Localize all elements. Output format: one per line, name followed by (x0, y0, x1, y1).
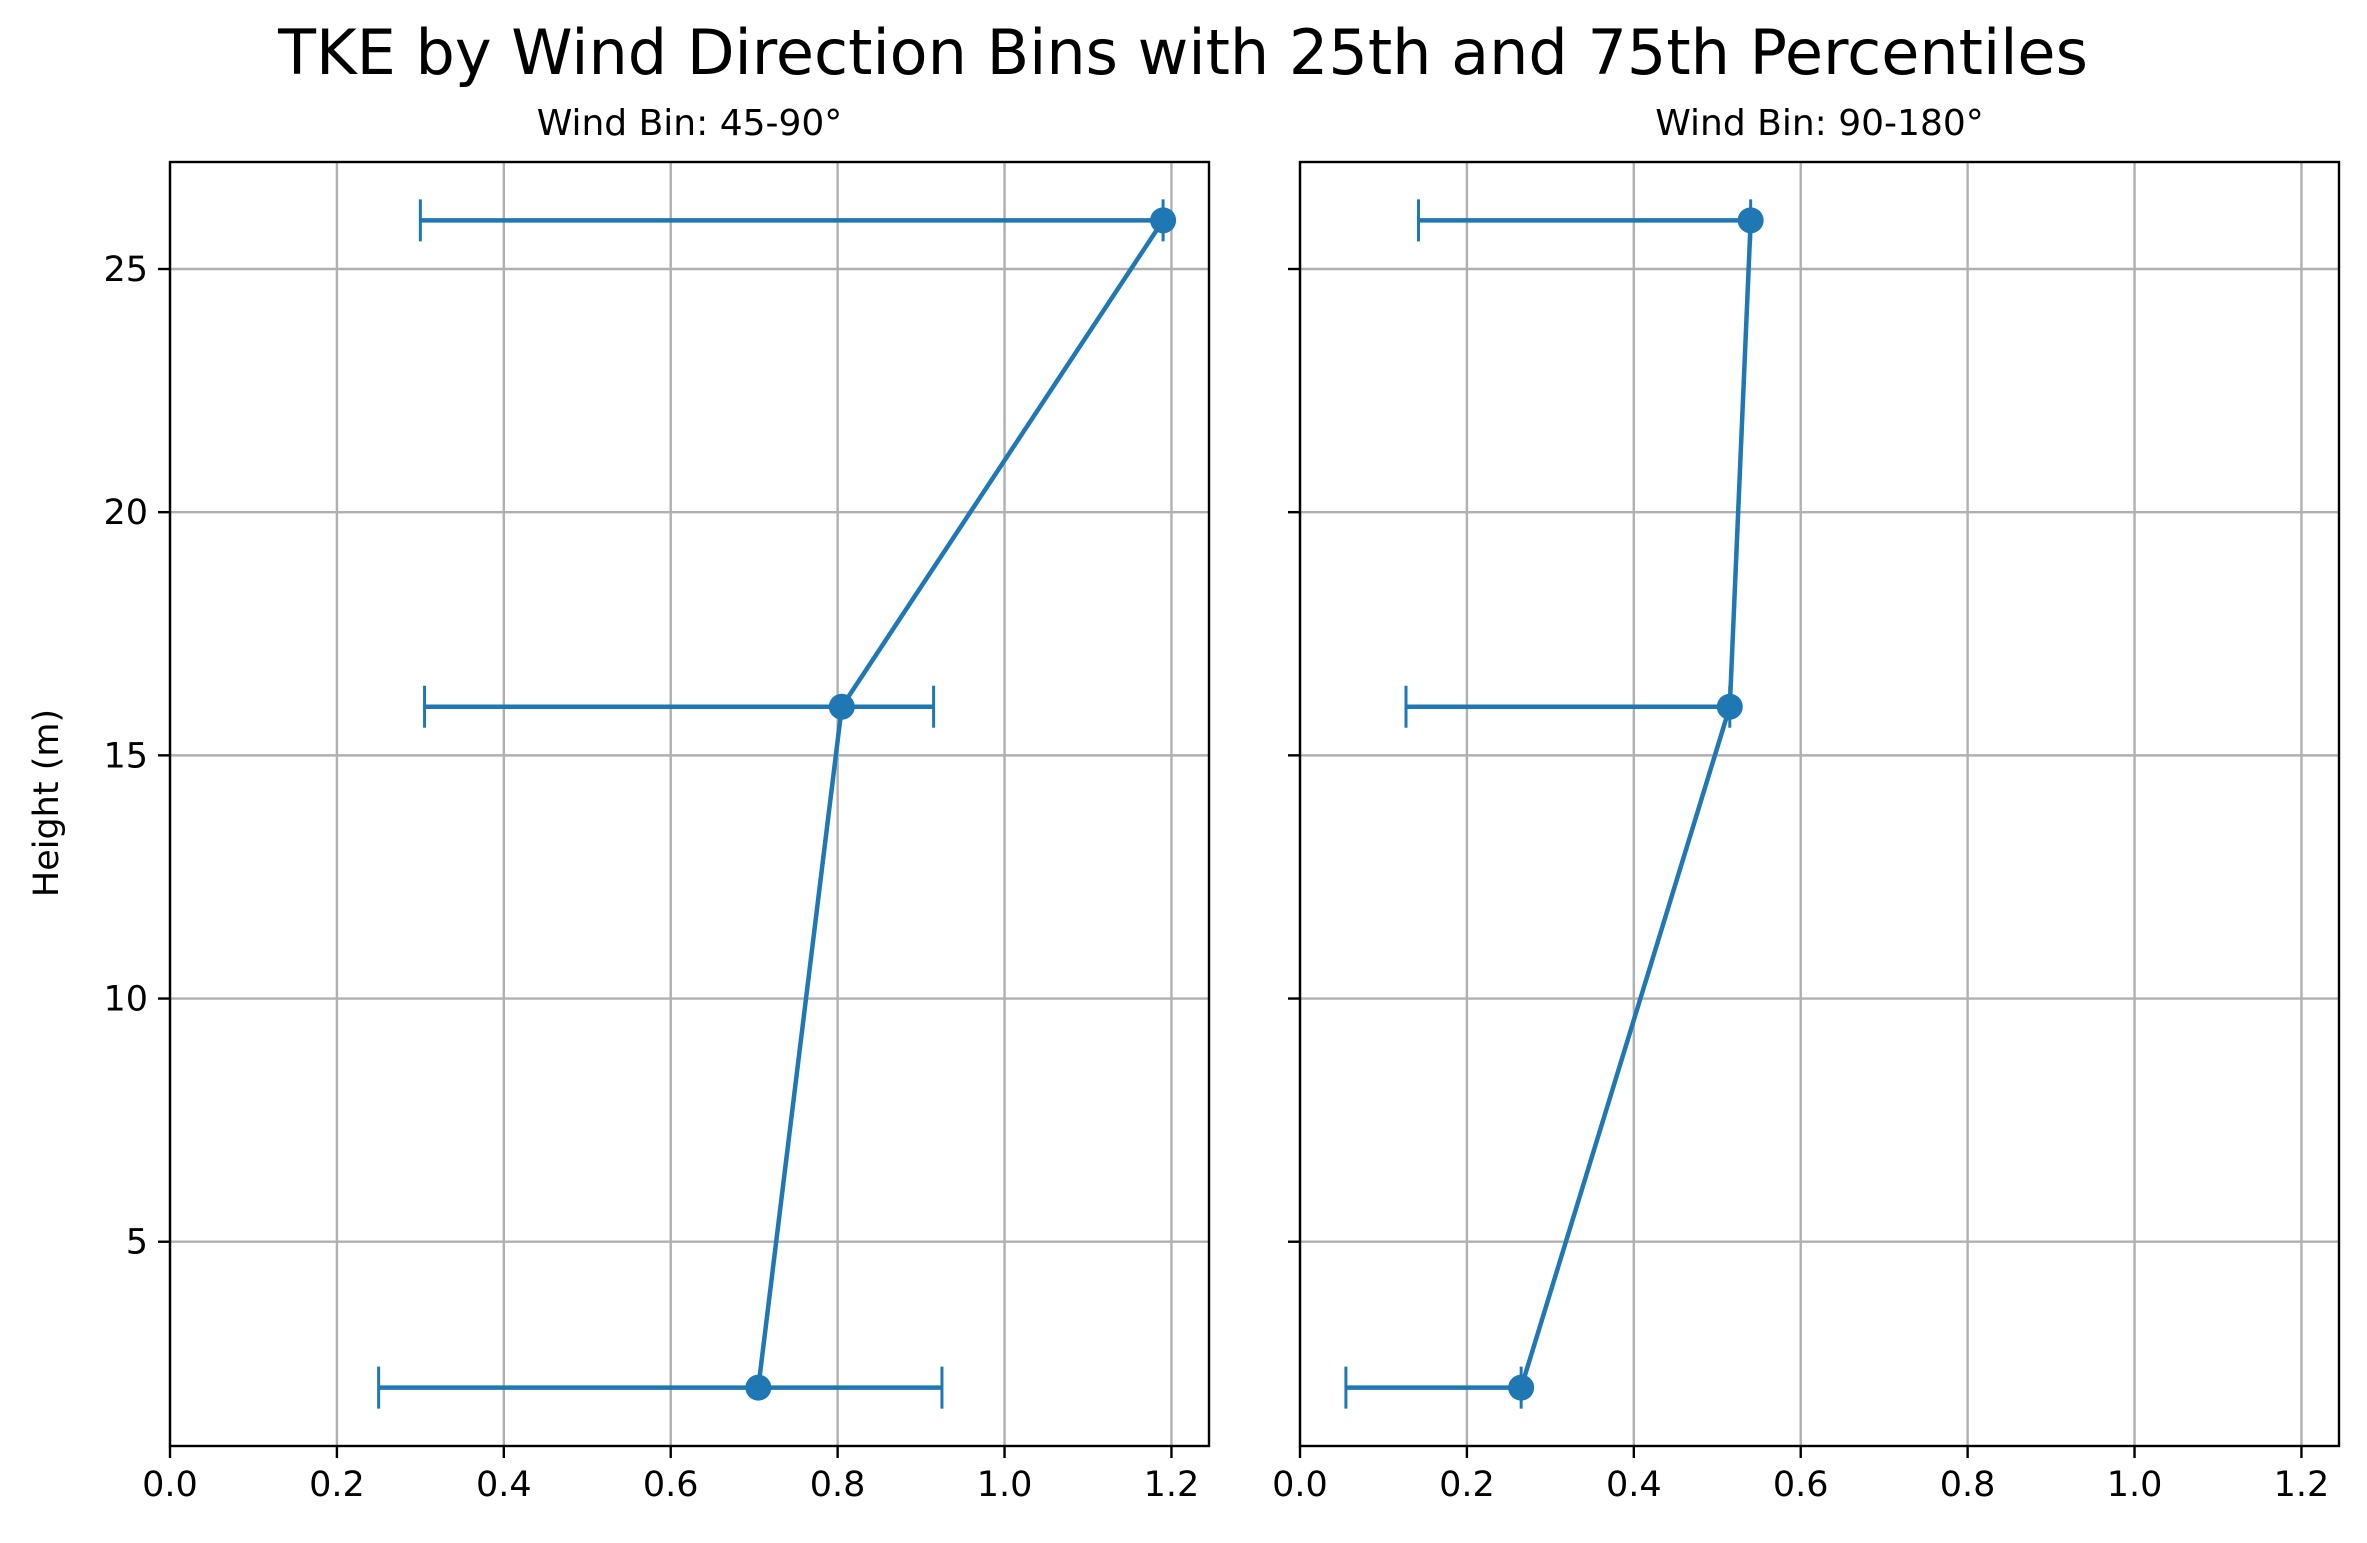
x-tick-label: 0.8 (1940, 1465, 1996, 1505)
y-tick-label: 10 (103, 980, 148, 1020)
x-tick-label: 0.6 (1773, 1465, 1829, 1505)
subplot-title: Wind Bin: 90-180° (1655, 103, 1984, 144)
x-tick-label: 0.0 (142, 1465, 198, 1505)
y-axis-label: Height (m) (27, 709, 67, 897)
x-tick-label: 0.6 (643, 1465, 699, 1505)
x-tick-label: 0.4 (476, 1465, 532, 1505)
tke-point (1150, 207, 1177, 234)
tke-point (745, 1374, 772, 1401)
tke-point (828, 693, 855, 720)
x-tick-label: 1.0 (977, 1465, 1033, 1505)
subplots: Wind Bin: 45-90° 0.0 0.2 0.4 0.6 0.8 1.0 1.2 5 10… (103, 103, 2341, 1505)
subplot-2: Wind Bin: 90-180° 0.0 0.2 0.4 0.6 0.8 1.0 1.2 (1272, 103, 2341, 1505)
x-tick-label: 0.4 (1606, 1465, 1662, 1505)
y-tick-label: 25 (103, 250, 148, 290)
tke-point (1737, 207, 1764, 234)
y-tick-label: 20 (103, 493, 148, 533)
x-tick-label: 1.0 (2107, 1465, 2163, 1505)
x-tick-label: 0.0 (1272, 1465, 1328, 1505)
axes-frame (1298, 160, 2341, 1448)
axes-frame (168, 160, 1211, 1448)
x-tick-label: 0.2 (1439, 1465, 1495, 1505)
x-tick-label: 1.2 (2274, 1465, 2330, 1505)
y-tick-label: 5 (126, 1223, 148, 1263)
chart-title: TKE by Wind Direction Bins with 25th and… (277, 16, 2088, 89)
subplot-1: Wind Bin: 45-90° 0.0 0.2 0.4 0.6 0.8 1.0 1.2 5 10… (103, 103, 1211, 1505)
x-tick-label: 1.2 (1144, 1465, 1200, 1505)
x-tick-label: 0.8 (810, 1465, 866, 1505)
x-tick-label: 0.2 (309, 1465, 365, 1505)
tke-point (1716, 693, 1743, 720)
tke-point (1508, 1374, 1535, 1401)
subplot-title: Wind Bin: 45-90° (537, 103, 843, 144)
y-tick-label: 15 (103, 736, 148, 776)
